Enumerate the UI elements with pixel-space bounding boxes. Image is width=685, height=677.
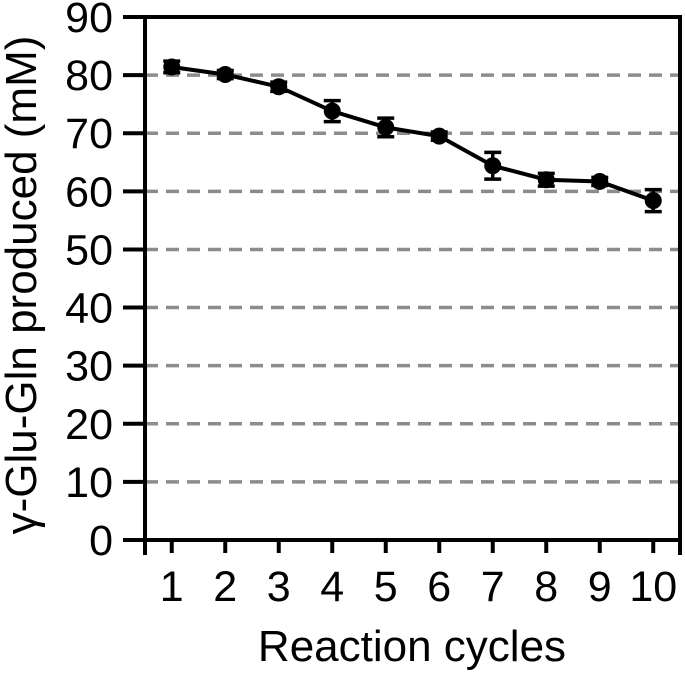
x-tick-label: 6 bbox=[427, 563, 451, 611]
x-tick-label: 10 bbox=[629, 563, 677, 611]
x-tick-label: 1 bbox=[160, 563, 184, 611]
y-tick-label: 0 bbox=[89, 517, 113, 565]
y-tick-label: 10 bbox=[65, 459, 113, 507]
gridlines bbox=[145, 73, 680, 484]
x-axis-title: Reaction cycles bbox=[258, 622, 566, 671]
y-tick-label: 50 bbox=[65, 226, 113, 274]
data-point-marker bbox=[537, 171, 555, 189]
y-tick-label: 60 bbox=[65, 168, 113, 216]
y-tick-label: 70 bbox=[65, 110, 113, 158]
y-tick-label: 80 bbox=[65, 52, 113, 100]
data-point-marker bbox=[323, 102, 341, 120]
data-point-marker bbox=[377, 118, 395, 136]
x-tick-label: 2 bbox=[213, 563, 237, 611]
y-tick-labels: 0 10 20 30 40 50 60 70 80 90 bbox=[65, 0, 113, 565]
data-point-marker bbox=[216, 66, 234, 84]
data-point-marker bbox=[644, 192, 662, 210]
axis-ticks bbox=[123, 15, 682, 555]
y-tick-label: 20 bbox=[65, 401, 113, 449]
x-tick-label: 4 bbox=[320, 563, 344, 611]
data-series bbox=[163, 58, 662, 210]
y-axis-title: γ-Glu-Gln produced (mM) bbox=[0, 36, 46, 535]
data-point-marker bbox=[484, 157, 502, 175]
x-tick-labels: 1 2 3 4 5 6 7 8 9 10 bbox=[160, 563, 677, 611]
x-tick-label: 7 bbox=[481, 563, 505, 611]
x-tick-label: 5 bbox=[374, 563, 398, 611]
x-tick-label: 9 bbox=[588, 563, 612, 611]
error-bars bbox=[163, 59, 662, 214]
y-tick-label: 30 bbox=[65, 343, 113, 391]
data-point-marker bbox=[591, 172, 609, 190]
y-tick-label: 90 bbox=[65, 0, 113, 42]
x-tick-label: 8 bbox=[534, 563, 558, 611]
data-point-marker bbox=[270, 78, 288, 96]
y-tick-label: 40 bbox=[65, 285, 113, 333]
data-point-marker bbox=[163, 58, 181, 76]
plot-frame bbox=[143, 15, 682, 542]
x-tick-label: 3 bbox=[267, 563, 291, 611]
data-point-marker bbox=[430, 127, 448, 145]
series-line bbox=[171, 64, 654, 203]
